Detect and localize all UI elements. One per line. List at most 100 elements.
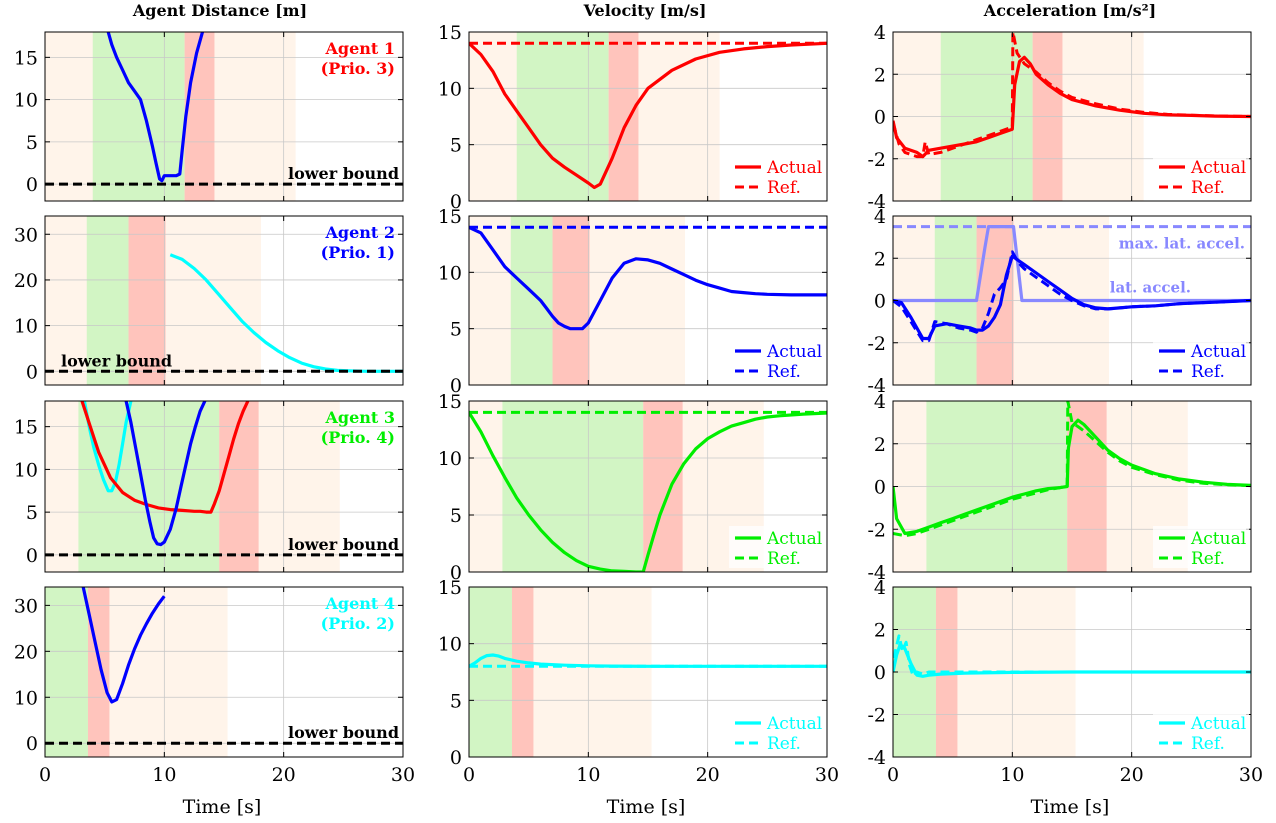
phase-green-band bbox=[92, 32, 185, 201]
axes-frame bbox=[44, 215, 404, 386]
axes-frame bbox=[468, 31, 828, 202]
agent-prio-label: (Prio. 2) bbox=[321, 614, 395, 633]
phase-green-band bbox=[469, 587, 512, 757]
axes-frame bbox=[468, 586, 828, 758]
x-axis-label-col3: Time [s] bbox=[1031, 796, 1110, 818]
y-tick-label: 10 bbox=[438, 448, 462, 470]
x-tick-label: 10 bbox=[1000, 764, 1024, 786]
y-tick-label: 2 bbox=[874, 620, 886, 642]
legend-label-ref: Ref. bbox=[767, 734, 801, 754]
series-line-1 bbox=[80, 401, 250, 514]
legend-label-actual: Actual bbox=[1190, 158, 1246, 178]
legend-label-ref: Ref. bbox=[1191, 549, 1225, 569]
y-tick-label: 10 bbox=[438, 78, 462, 100]
x-tick-label: 0 bbox=[887, 764, 899, 786]
y-tick-label: -2 bbox=[867, 519, 886, 541]
series-line-actual bbox=[469, 411, 827, 572]
y-tick-label: 10 bbox=[438, 634, 462, 656]
x-tick-label: 20 bbox=[1120, 764, 1144, 786]
phase-green-band bbox=[502, 401, 644, 572]
y-tick-label: 15 bbox=[14, 417, 38, 439]
y-tick-label: 5 bbox=[450, 319, 462, 341]
y-tick-label: 0 bbox=[26, 174, 38, 196]
y-tick-label: 0 bbox=[26, 545, 38, 567]
column-title-velocity: Velocity [m/s] bbox=[583, 1, 707, 20]
y-tick-label: 15 bbox=[438, 22, 462, 44]
column-title-acceleration: Acceleration [m/s²] bbox=[983, 1, 1156, 20]
series-line-0 bbox=[82, 401, 133, 493]
legend-label-actual: Actual bbox=[1190, 529, 1246, 549]
x-axis-label-col2: Time [s] bbox=[607, 796, 686, 818]
legend-label-ref: Ref. bbox=[767, 549, 801, 569]
legend-background bbox=[1153, 339, 1249, 381]
x-tick-label: 20 bbox=[696, 764, 720, 786]
legend-label-actual: Actual bbox=[766, 158, 822, 178]
legend-label-actual: Actual bbox=[766, 714, 822, 734]
series-line-ref bbox=[893, 401, 1251, 538]
column-title-distance: Agent Distance [m] bbox=[132, 1, 307, 20]
x-tick-label: 0 bbox=[39, 764, 51, 786]
axes-frame bbox=[44, 31, 404, 202]
phase-green-band bbox=[510, 216, 553, 385]
y-tick-label: 4 bbox=[874, 206, 886, 228]
panel-1-1: 0 5 10 15 Agent 1(Prio. 3) lower bound bbox=[14, 31, 404, 202]
axes-frame bbox=[468, 215, 828, 386]
y-tick-label: 15 bbox=[14, 47, 38, 69]
y-tick-label: 4 bbox=[874, 391, 886, 413]
lat-accel-label: lat. accel. bbox=[1110, 279, 1191, 297]
max-lat-accel-label: max. lat. accel. bbox=[1119, 235, 1245, 253]
lower-bound-label: lower bound bbox=[288, 164, 399, 183]
phase-red-band bbox=[219, 401, 259, 572]
legend-label-ref: Ref. bbox=[767, 178, 801, 198]
lower-bound-label: lower bound bbox=[288, 723, 399, 742]
y-tick-label: 20 bbox=[14, 270, 38, 292]
y-tick-label: 30 bbox=[14, 595, 38, 617]
x-tick-label: 0 bbox=[463, 764, 475, 786]
phase-green-band bbox=[86, 216, 129, 385]
y-tick-label: 5 bbox=[26, 502, 38, 524]
agent-name-label: Agent 1 bbox=[324, 39, 395, 58]
y-tick-label: 0 bbox=[874, 107, 886, 129]
legend-background bbox=[729, 526, 825, 568]
series-line-ref bbox=[893, 32, 1251, 159]
phase-red-band bbox=[87, 587, 110, 757]
agent-name-label: Agent 4 bbox=[324, 594, 395, 613]
phase-green-band bbox=[45, 587, 88, 757]
phase-red-band bbox=[608, 32, 639, 201]
legend-label-actual: Actual bbox=[1190, 342, 1246, 362]
phase-red-band bbox=[184, 32, 215, 201]
y-tick-label: 5 bbox=[450, 505, 462, 527]
axes-frame bbox=[468, 400, 828, 573]
y-tick-label: 10 bbox=[14, 687, 38, 709]
series-line-actual bbox=[469, 41, 827, 190]
axes-frame bbox=[44, 400, 404, 573]
x-tick-label: 30 bbox=[391, 764, 415, 786]
phase-red-band bbox=[128, 216, 166, 385]
y-tick-label: 0 bbox=[874, 477, 886, 499]
y-tick-label: 15 bbox=[438, 391, 462, 413]
x-tick-label: 20 bbox=[272, 764, 296, 786]
lower-bound-label: lower bound bbox=[288, 535, 399, 554]
phase-green-band bbox=[516, 32, 609, 201]
series-line-1 bbox=[893, 225, 1251, 303]
series-line-actual bbox=[469, 225, 827, 331]
y-tick-label: 30 bbox=[14, 224, 38, 246]
phase-red-band bbox=[511, 587, 534, 757]
x-tick-label: 30 bbox=[1239, 764, 1263, 786]
y-tick-label: 15 bbox=[438, 206, 462, 228]
y-tick-label: 0 bbox=[874, 291, 886, 313]
agent-prio-label: (Prio. 4) bbox=[321, 428, 395, 447]
legend-label-actual: Actual bbox=[766, 342, 822, 362]
agent-name-label: Agent 3 bbox=[324, 408, 395, 427]
agent-name-label: Agent 2 bbox=[324, 223, 395, 242]
series-line-2 bbox=[124, 401, 207, 547]
